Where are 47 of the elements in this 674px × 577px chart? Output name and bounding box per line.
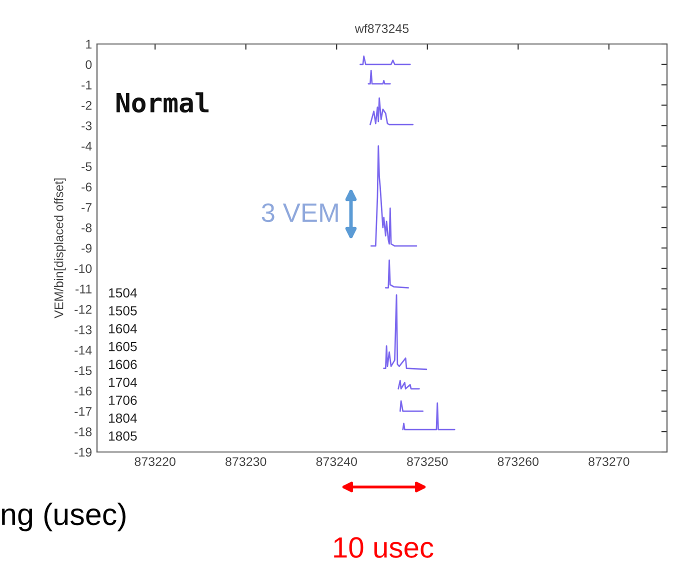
y-tick-label: -3 <box>82 121 92 130</box>
annotation: 1604 <box>109 324 137 334</box>
y-tick-label: -12 <box>74 305 92 314</box>
annotation: 1505 <box>109 306 137 316</box>
y-tick-label: -19 <box>74 448 92 457</box>
x-tick-label: 873270 <box>588 457 630 466</box>
x-tick-label: 873250 <box>407 457 448 466</box>
y-tick-label: -4 <box>82 142 92 151</box>
y-tick-label: -9 <box>82 244 92 253</box>
y-tick-label: -7 <box>82 203 92 212</box>
line-series <box>384 260 410 288</box>
x-tick-label: 873230 <box>226 457 266 466</box>
annotation: Normal <box>116 92 209 113</box>
annotation: 1704 <box>109 378 137 388</box>
annotation: 1605 <box>109 342 137 352</box>
annotation: 1606 <box>109 360 137 370</box>
x-tick-label: 873260 <box>498 457 539 466</box>
y-tick-label: -1 <box>82 80 92 90</box>
y-tick-label: -14 <box>74 346 92 355</box>
line-series <box>370 145 418 247</box>
y-tick-label: -17 <box>74 407 92 416</box>
annotation: 1706 <box>109 396 137 405</box>
text: 10 usec <box>334 537 434 558</box>
y-tick-label: 0 <box>86 60 92 70</box>
y-axis-title: VEM/bin[displaced offset] <box>54 178 66 318</box>
y-tick-label: -18 <box>74 427 92 436</box>
x-tick-label: 873220 <box>134 457 176 466</box>
annotation: 3 VEM <box>262 203 338 222</box>
y-tick-label: 1 <box>86 40 92 49</box>
annotation: 1504 <box>109 288 137 298</box>
y-tick-label: -15 <box>74 366 92 376</box>
x-tick-label: 873240 <box>316 457 357 466</box>
y-tick-label: -10 <box>74 264 92 274</box>
text: ng (usec) <box>2 502 126 532</box>
line-series <box>383 294 428 370</box>
chart-title: wf873245 <box>354 24 409 34</box>
y-tick-label: -11 <box>76 284 92 294</box>
annotation: 1804 <box>109 414 137 423</box>
y-tick-label: -2 <box>82 101 92 110</box>
y-tick-label: -16 <box>74 386 92 396</box>
line-series <box>398 380 420 390</box>
y-tick-label: -13 <box>74 325 92 334</box>
y-tick-label: -8 <box>82 223 92 232</box>
line-series <box>370 97 414 126</box>
y-tick-label: -5 <box>82 162 92 172</box>
annotation: 1805 <box>109 431 137 441</box>
y-tick-label: -6 <box>82 182 92 192</box>
